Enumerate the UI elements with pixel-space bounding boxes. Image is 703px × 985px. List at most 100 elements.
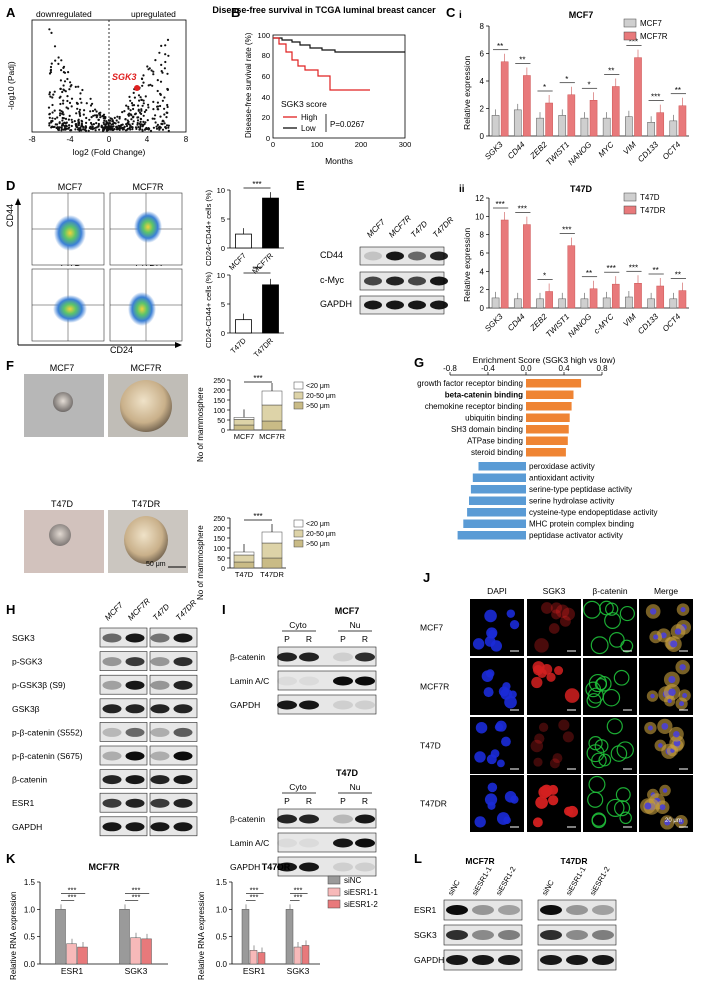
y-tick: 1.5	[24, 878, 36, 887]
column-label: β-catenin	[592, 586, 627, 596]
y-axis-label: Relative expression	[462, 56, 472, 130]
x-ticks: -8 -4 0 4 8	[28, 135, 188, 144]
bar-ctrl	[647, 298, 655, 309]
y-tick: 5	[221, 215, 225, 224]
y-axis-label: Relative RNA expression	[9, 892, 18, 980]
title-text: Disease-free survival in TCGA luminal br…	[212, 5, 436, 15]
bar-segment	[261, 531, 283, 544]
blot-title: MCF7	[335, 606, 360, 616]
volcano-point	[147, 106, 150, 109]
cell	[532, 661, 545, 674]
row-label: GAPDH	[12, 822, 42, 832]
volcano-point	[144, 95, 147, 98]
cell	[538, 722, 549, 732]
y-tick: 150	[213, 536, 225, 543]
volcano-point	[163, 107, 166, 110]
sig-label: ***	[68, 885, 77, 894]
y-tick: 200	[213, 388, 225, 395]
volcano-point	[164, 44, 167, 47]
blot-band	[299, 676, 319, 686]
row-label: β-catenin	[12, 775, 47, 785]
volcano-point	[165, 111, 168, 114]
volcano-point	[59, 102, 62, 106]
chart-title: T47DR	[262, 862, 291, 872]
image-label: T47D	[51, 499, 74, 509]
bar-ctrl	[647, 122, 655, 137]
y-tick: 0.5	[24, 933, 36, 942]
legend-treat: T47DR	[640, 206, 666, 215]
volcano-point	[119, 124, 122, 127]
volcano-point	[61, 119, 64, 122]
y-tick: 0	[266, 134, 270, 143]
blot-band	[102, 775, 122, 785]
volcano-point	[107, 124, 110, 127]
legend-label: 20-50 μm	[306, 531, 336, 538]
y-tick: 0	[221, 566, 225, 573]
bar-segment	[261, 390, 283, 406]
volcano-point	[50, 62, 53, 65]
flow-plots	[31, 192, 183, 342]
cell	[531, 676, 543, 689]
sig-label: ***	[252, 265, 261, 274]
cell-nucleus	[678, 818, 684, 825]
blot-band	[333, 652, 353, 662]
term-label: serine hydrolase activity	[529, 497, 614, 506]
cell-nucleus	[481, 670, 494, 682]
sig-label: ***	[294, 885, 303, 894]
volcano-point	[80, 119, 83, 122]
volcano-point	[67, 127, 70, 130]
lane-label: P	[284, 796, 290, 806]
gene-label: CD44	[506, 140, 527, 161]
panel-a: A downregulated upregulated SGK3 -log10 …	[6, 5, 189, 157]
volcano-point	[141, 125, 144, 128]
gene-label: VIM	[621, 312, 638, 329]
y-tick: 6	[480, 50, 485, 59]
lane-label: T47DR	[174, 598, 198, 622]
volcano-point	[156, 101, 159, 104]
blot-band	[102, 633, 122, 643]
volcano-point	[80, 122, 83, 125]
volcano-point	[77, 85, 80, 88]
sgk3-point	[134, 85, 140, 91]
group-label: Nu	[350, 620, 361, 630]
cell-membrane	[591, 813, 607, 829]
cell-nucleus	[653, 634, 659, 640]
cell	[535, 796, 548, 809]
bar	[262, 284, 279, 334]
volcano-point	[49, 69, 52, 72]
volcano-point	[103, 119, 106, 122]
blot-band	[277, 676, 297, 686]
blot-band	[446, 955, 468, 965]
volcano-point	[64, 128, 67, 131]
sig-label: ***	[629, 263, 638, 272]
category-label: MCF7R	[259, 432, 285, 441]
group-label: Cyto	[289, 620, 307, 630]
blot-title: T47D	[336, 768, 359, 778]
volcano-point	[82, 113, 85, 116]
bar-positive	[526, 390, 574, 399]
cell-membrane	[619, 605, 635, 622]
volcano-point	[66, 99, 69, 103]
x-tick: -0.4	[481, 364, 495, 373]
cell-membrane	[588, 736, 603, 751]
bar-ctrl	[536, 298, 544, 309]
gene-label: OCT4	[661, 312, 683, 334]
cell	[562, 731, 574, 743]
blot-band	[299, 838, 319, 848]
volcano-point	[156, 89, 159, 93]
bar-positive	[526, 413, 570, 422]
y-tick: 0	[221, 329, 225, 338]
blot-band	[430, 300, 448, 310]
volcano-point	[165, 116, 168, 119]
blot-band	[125, 704, 145, 714]
legend-item: siESR1-2	[344, 900, 378, 909]
sig-label: *	[543, 272, 546, 281]
blot-band	[355, 838, 375, 848]
row-label: GAPDH	[320, 299, 352, 309]
sig-label: **	[519, 56, 525, 65]
blot-band	[277, 862, 297, 872]
cell-membrane	[620, 639, 634, 653]
cell-membrane	[613, 800, 631, 817]
volcano-point	[79, 128, 82, 131]
volcano-point	[126, 119, 129, 122]
